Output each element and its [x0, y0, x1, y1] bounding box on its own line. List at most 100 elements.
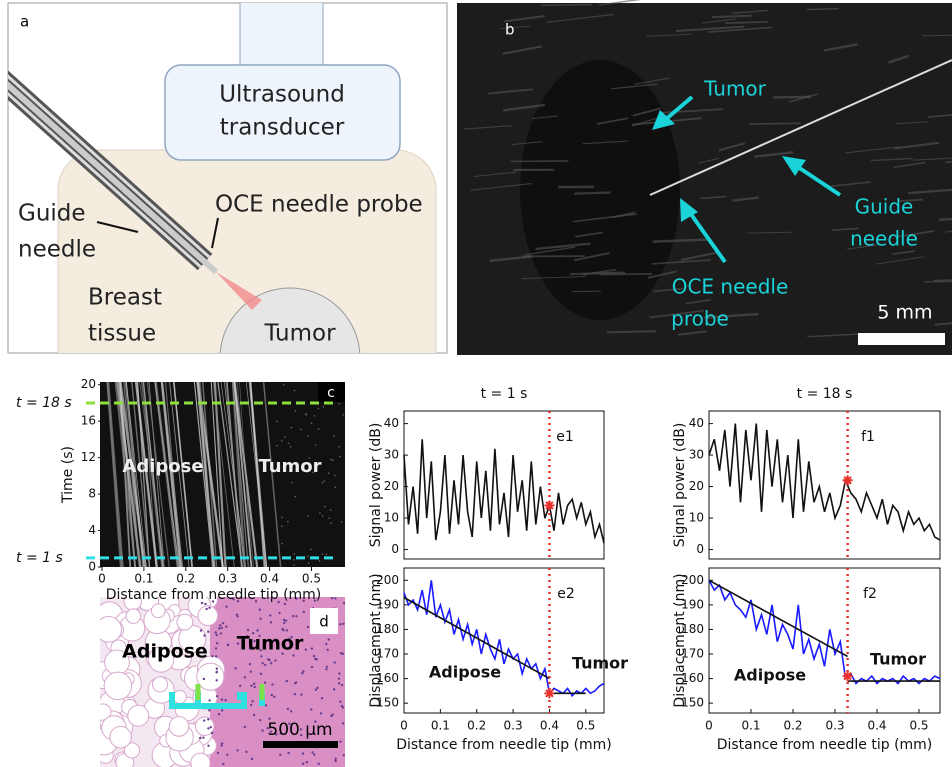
cell	[169, 717, 189, 737]
nucleus	[338, 682, 340, 684]
y-tick-label: 40	[384, 416, 399, 430]
nucleus	[264, 664, 266, 666]
label: needle	[850, 227, 918, 251]
y-axis-label: Signal power (dB)	[368, 423, 384, 548]
label: Breast	[88, 285, 162, 311]
x-tick-label: 0.2	[467, 719, 486, 733]
cell	[128, 705, 149, 726]
speck	[308, 562, 310, 564]
label: Adipose	[122, 641, 208, 663]
nucleus	[224, 699, 226, 701]
y-tick-label: 20	[689, 479, 704, 493]
nucleus	[262, 662, 264, 664]
y-axis-label: Displacement (nm)	[368, 573, 384, 707]
cell	[151, 604, 165, 618]
nucleus	[271, 694, 273, 696]
nucleus	[259, 719, 261, 721]
nucleus	[239, 685, 241, 687]
speck	[288, 443, 290, 445]
nucleus	[300, 693, 302, 695]
time-marker-label: t = 1 s	[16, 550, 63, 566]
nucleus	[203, 719, 205, 721]
nucleus	[286, 680, 288, 682]
nucleus	[202, 736, 204, 738]
nucleus	[259, 618, 261, 620]
boundary-marker	[544, 688, 554, 698]
speck	[291, 482, 293, 484]
nucleus	[310, 708, 312, 710]
nucleus	[221, 709, 223, 711]
speck	[294, 496, 296, 498]
nucleus	[211, 732, 213, 734]
panel-b: b Tumor Guide needle OCE needle probe 5 …	[457, 0, 952, 355]
nucleus	[294, 693, 296, 695]
cell	[177, 614, 193, 630]
nucleus	[216, 695, 218, 697]
speck	[323, 406, 325, 408]
nucleus	[244, 726, 246, 728]
nucleus	[269, 614, 271, 616]
nucleus	[278, 612, 280, 614]
nucleus	[245, 751, 247, 753]
nucleus	[321, 697, 323, 699]
label: tissue	[88, 321, 156, 347]
cell	[96, 617, 122, 643]
nucleus	[343, 602, 345, 604]
nucleus	[200, 629, 202, 631]
speck	[278, 545, 280, 547]
speckle-streak	[924, 281, 952, 282]
nucleus	[330, 715, 332, 717]
label: Guide	[855, 195, 914, 219]
nucleus	[283, 619, 285, 621]
nucleus	[334, 758, 336, 760]
y-tick-label: 4	[88, 523, 96, 537]
x-tick-label: 0.1	[741, 719, 760, 733]
speck	[330, 459, 332, 461]
panel-label: b	[505, 21, 515, 39]
nucleus	[292, 654, 294, 656]
nucleus	[314, 658, 316, 660]
nucleus	[216, 679, 218, 681]
y-tick-label: 20	[81, 377, 96, 391]
label: Guide	[18, 201, 86, 227]
nucleus	[219, 624, 221, 626]
nucleus	[290, 710, 292, 712]
panel-label: e1	[556, 429, 574, 445]
speck	[322, 482, 324, 484]
nucleus	[273, 696, 275, 698]
speck	[341, 521, 343, 523]
nucleus	[334, 597, 336, 599]
nucleus	[225, 606, 227, 608]
nucleus	[216, 671, 218, 673]
region-label: Tumor	[258, 456, 321, 477]
nucleus	[220, 632, 222, 634]
nucleus	[250, 685, 252, 687]
nucleus	[270, 662, 272, 664]
speck	[276, 445, 278, 447]
region-label: Tumor	[572, 654, 628, 673]
x-tick-label: 0.1	[431, 719, 450, 733]
nucleus	[249, 663, 251, 665]
x-axis-label: Distance from needle tip (mm)	[717, 737, 933, 753]
nucleus	[318, 763, 320, 765]
speck	[281, 543, 283, 545]
label: Ultrasound	[219, 82, 345, 108]
scale-bar	[858, 333, 945, 345]
nucleus	[236, 613, 238, 615]
transducer	[165, 65, 400, 160]
boundary-marker	[843, 475, 853, 485]
x-axis-label: Distance from needle tip (mm)	[106, 587, 322, 603]
nucleus	[208, 709, 210, 711]
speck	[334, 475, 336, 477]
y-tick-label: 0	[696, 542, 704, 556]
speck	[324, 480, 326, 482]
nucleus	[220, 744, 222, 746]
nucleus	[339, 740, 341, 742]
speckle-streak	[606, 331, 656, 332]
nucleus	[210, 726, 212, 728]
nucleus	[220, 627, 222, 629]
speck	[294, 390, 296, 392]
nucleus	[311, 666, 313, 668]
speckle-streak	[922, 35, 952, 36]
region-label: Tumor	[870, 650, 926, 669]
